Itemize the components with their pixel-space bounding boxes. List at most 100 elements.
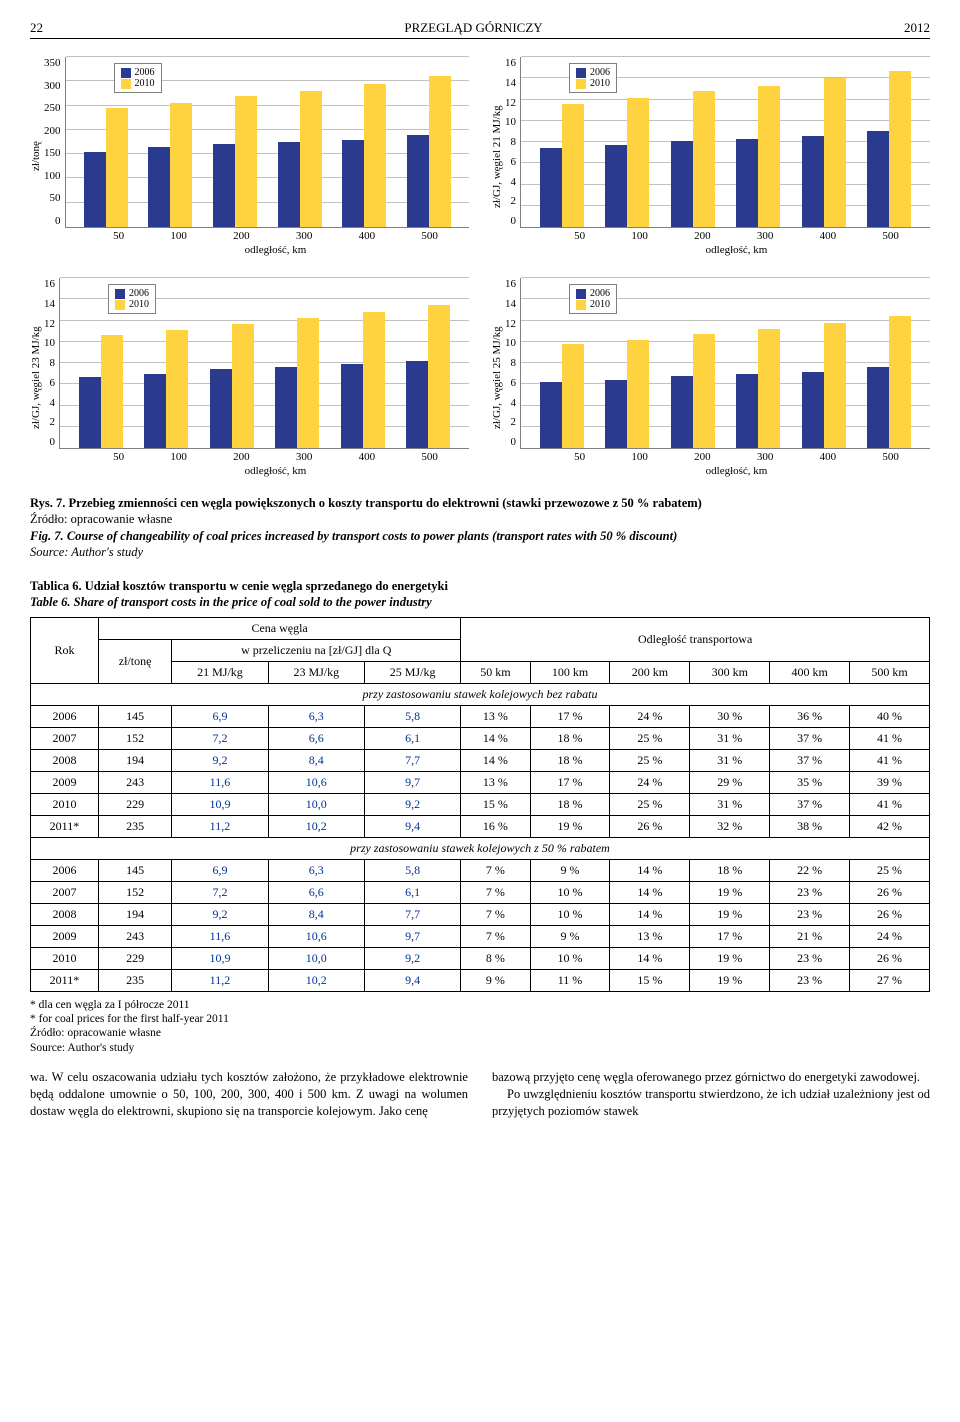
y-tick: 2: [511, 195, 517, 207]
table-cell: 25 %: [850, 859, 930, 881]
chart-1: zł/tonę350300250200150100500200620105010…: [30, 57, 469, 256]
table-cell: 6,3: [268, 859, 364, 881]
data-table: Rok Cena węgla Odległość transportowa zł…: [30, 617, 930, 992]
table-cell: 6,6: [268, 727, 364, 749]
bar-2010: [758, 329, 780, 448]
table-cell: 31 %: [690, 793, 770, 815]
bar-group: [210, 324, 254, 448]
x-tick: 100: [631, 230, 648, 242]
table-cell: 10,9: [172, 793, 268, 815]
table-cell: 11,2: [172, 969, 268, 991]
body-right: bazową przyjęto cenę węgla oferowanego p…: [492, 1069, 930, 1120]
table-cell: 29 %: [690, 771, 770, 793]
table-row: 20081949,28,47,714 %18 %25 %31 %37 %41 %: [31, 749, 930, 771]
x-axis-label: odległość, km: [543, 465, 930, 477]
table-cell: 10,9: [172, 947, 268, 969]
legend-row: 2010: [115, 299, 149, 310]
table-cell: 2008: [31, 903, 99, 925]
y-tick: 0: [50, 436, 56, 448]
bar-2010: [627, 340, 649, 448]
x-tick: 500: [421, 451, 438, 463]
bar-2006: [540, 382, 562, 448]
fig-src-en: Source: Author's study: [30, 544, 930, 560]
table-row: 200924311,610,69,77 %9 %13 %17 %21 %24 %: [31, 925, 930, 947]
y-tick: 10: [505, 337, 516, 349]
th-k400: 400 km: [770, 661, 850, 683]
table-cell: 2006: [31, 705, 99, 727]
legend-swatch: [576, 300, 586, 310]
bar-group: [278, 91, 322, 227]
table-cell: 15 %: [610, 969, 690, 991]
bar-2010: [693, 334, 715, 448]
bar-group: [736, 86, 780, 227]
table-cell: 18 %: [530, 749, 610, 771]
table-cell: 152: [98, 727, 171, 749]
table-cell: 229: [98, 947, 171, 969]
fig-src-pl: Źródło: opracowanie własne: [30, 511, 930, 527]
table-cell: 42 %: [850, 815, 930, 837]
table-cell: 21 %: [770, 925, 850, 947]
legend-label: 2010: [129, 299, 149, 310]
section-header: przy zastosowaniu stawek kolejowych bez …: [31, 683, 930, 705]
bar-2006: [79, 377, 101, 448]
table-cell: 9 %: [530, 925, 610, 947]
bar-group: [407, 76, 451, 227]
x-tick: 50: [113, 451, 124, 463]
table-cell: 35 %: [770, 771, 850, 793]
th-przelicz: w przeliczeniu na [zł/GJ] dla Q: [172, 639, 461, 661]
bar-group: [79, 335, 123, 448]
y-tick: 14: [505, 298, 516, 310]
table-cell: 14 %: [610, 903, 690, 925]
legend-label: 2010: [135, 78, 155, 89]
bar-group: [802, 78, 846, 227]
bar-2006: [84, 152, 106, 227]
table-cell: 11,6: [172, 925, 268, 947]
bar-2010: [562, 344, 584, 448]
legend: 20062010: [569, 63, 617, 93]
legend-swatch: [576, 79, 586, 89]
tab-text-en: Share of transport costs in the price of…: [74, 595, 432, 609]
fig-text-en: Course of changeability of coal prices i…: [67, 529, 677, 543]
bar-2006: [144, 374, 166, 448]
table-caption: Tablica 6. Udział kosztów transportu w c…: [30, 578, 930, 611]
section-header: przy zastosowaniu stawek kolejowych z 50…: [31, 837, 930, 859]
table-cell: 24 %: [850, 925, 930, 947]
th-k500: 500 km: [850, 661, 930, 683]
legend: 20062010: [569, 284, 617, 314]
table-cell: 17 %: [530, 705, 610, 727]
table-cell: 36 %: [770, 705, 850, 727]
table-cell: 9,4: [364, 815, 460, 837]
y-tick: 10: [505, 116, 516, 128]
x-tick: 100: [170, 230, 187, 242]
y-axis: 1614121086420: [505, 57, 520, 227]
table-row: 20061456,96,35,87 %9 %14 %18 %22 %25 %: [31, 859, 930, 881]
table-cell: 9,7: [364, 925, 460, 947]
journal-title: PRZEGLĄD GÓRNICZY: [404, 20, 542, 36]
y-tick: 4: [50, 397, 56, 409]
x-tick: 500: [882, 451, 899, 463]
bar-2010: [101, 335, 123, 448]
table-cell: 235: [98, 815, 171, 837]
bar-2010: [297, 318, 319, 448]
table-cell: 235: [98, 969, 171, 991]
table-cell: 13 %: [461, 771, 530, 793]
table-cell: 19 %: [690, 947, 770, 969]
table-cell: 10 %: [530, 881, 610, 903]
x-axis: 50100200300400500: [543, 449, 930, 463]
table-cell: 19 %: [530, 815, 610, 837]
table-row: 200924311,610,69,713 %17 %24 %29 %35 %39…: [31, 771, 930, 793]
th-cena: Cena węgla: [98, 617, 460, 639]
table-cell: 7,2: [172, 727, 268, 749]
table-cell: 10 %: [530, 947, 610, 969]
table-cell: 23 %: [770, 947, 850, 969]
charts-grid: zł/tonę350300250200150100500200620105010…: [30, 57, 930, 477]
x-axis-label: odległość, km: [82, 244, 469, 256]
x-tick: 50: [113, 230, 124, 242]
table-cell: 7,7: [364, 749, 460, 771]
table-cell: 2007: [31, 727, 99, 749]
table-cell: 37 %: [770, 793, 850, 815]
x-tick: 50: [574, 451, 585, 463]
legend-label: 2006: [590, 288, 610, 299]
table-cell: 145: [98, 705, 171, 727]
x-tick: 500: [421, 230, 438, 242]
